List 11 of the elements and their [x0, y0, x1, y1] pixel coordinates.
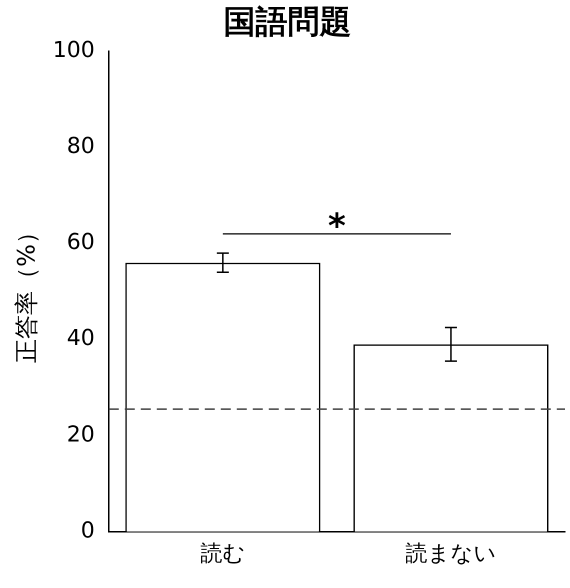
y-axis-title: 正答率（%） [12, 220, 41, 363]
y-tick-label: 40 [66, 326, 95, 352]
y-tick-label: 0 [80, 518, 95, 544]
x-tick-label: 読まない [405, 542, 496, 567]
annotation: * [328, 206, 346, 247]
y-tick-label: 80 [66, 134, 95, 160]
chart-title: 国語問題 [224, 2, 352, 41]
y-tick-label: 20 [66, 422, 95, 448]
y-tick-label: 100 [52, 38, 95, 64]
y-tick-label: 60 [66, 230, 95, 256]
x-tick-label: 読む [200, 542, 246, 567]
